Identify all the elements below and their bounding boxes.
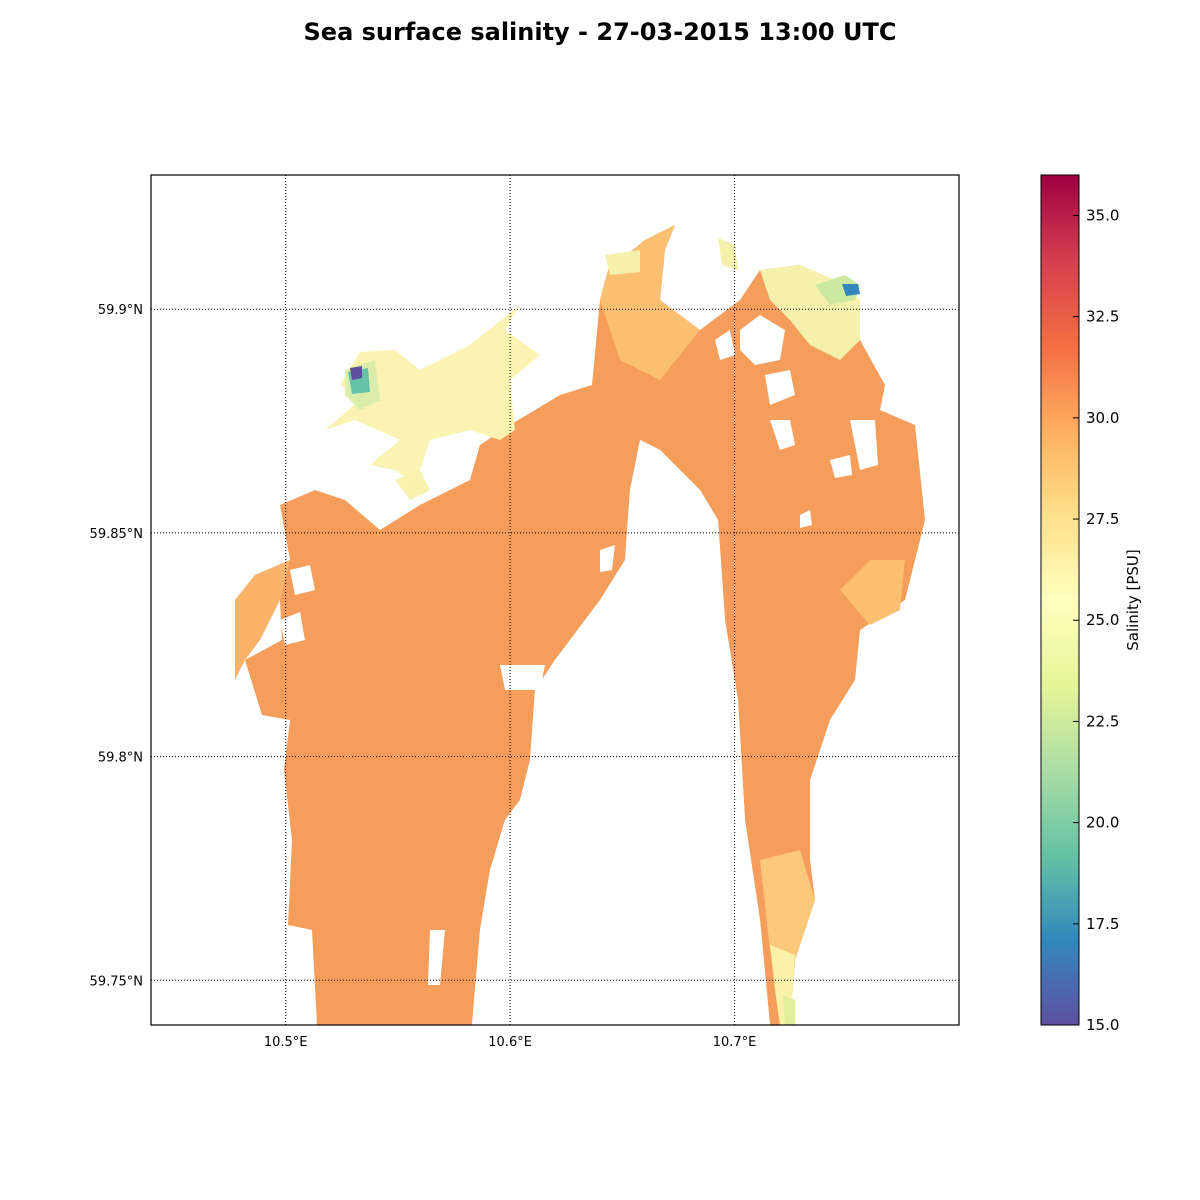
latitude-label: 59.75°N [90,974,143,989]
island [280,612,305,645]
island [428,930,445,985]
colorbar-tick-label: 22.5 [1086,712,1119,730]
island [830,455,852,478]
fresh-branch-northwest [395,470,430,500]
mid-salinity-zone [840,560,905,625]
colorbar-tick-label: 15.0 [1086,1016,1119,1034]
colorbar-tick-label: 25.0 [1086,611,1119,629]
plot-frame [150,174,960,1026]
longitude-label: 10.5°E [264,1035,308,1050]
island [740,315,785,365]
longitude-label: 10.7°E [713,1035,757,1050]
latitude-label: 59.8°N [98,751,143,766]
map-title: Sea surface salinity - 27-03-2015 13:00 … [303,18,897,46]
colorbar-tick-label: 27.5 [1086,510,1119,528]
colorbar: 15.0 17.5 20.0 22.5 25.0 27.5 30.0 32.5 35.0 Sal… [1040,174,1142,1034]
fresh-inlet-northeast [815,275,860,305]
island [850,420,878,470]
very-fresh-spot [350,366,362,380]
colorbar-tick-label: 30.0 [1086,409,1119,427]
colorbar-tick-label: 17.5 [1086,915,1119,933]
very-fresh-spot [842,284,860,296]
island [800,510,812,528]
longitude-label: 10.6°E [488,1035,532,1050]
west-fjord-water [235,225,925,1025]
fresh-inlet-north [718,238,738,270]
fresh-inlet-north [605,250,640,275]
latitude-labels: 59.9°N 59.85°N 59.8°N 59.75°N [90,303,143,989]
mid-salinity-zone [235,560,290,680]
colorbar-label: Salinity [PSU] [1124,549,1142,651]
latitude-label: 59.85°N [90,527,143,542]
salinity-field [235,225,925,1025]
fresh-branch-northwest [325,305,540,480]
land-areas [280,315,878,1025]
island [600,545,615,572]
colorbar-gradient [1040,174,1080,1026]
latitude-label: 59.9°N [98,303,143,318]
island [765,370,795,405]
fresh-river-plume [783,995,795,1025]
island [715,330,735,360]
colorbar-tick-label: 20.0 [1086,814,1119,832]
central-peninsula [472,440,770,1025]
mid-salinity-zone [760,850,815,960]
colorbar-ticks: 15.0 17.5 20.0 22.5 25.0 27.5 30.0 32.5 35.0 [1073,206,1119,1034]
colorbar-tick-label: 35.0 [1086,206,1119,224]
island [290,565,315,595]
gridlines [151,175,959,1025]
longitude-labels: 10.5°E 10.6°E 10.7°E [264,1035,757,1050]
island [770,420,795,450]
colorbar-tick-label: 32.5 [1086,308,1119,326]
island [500,665,545,690]
